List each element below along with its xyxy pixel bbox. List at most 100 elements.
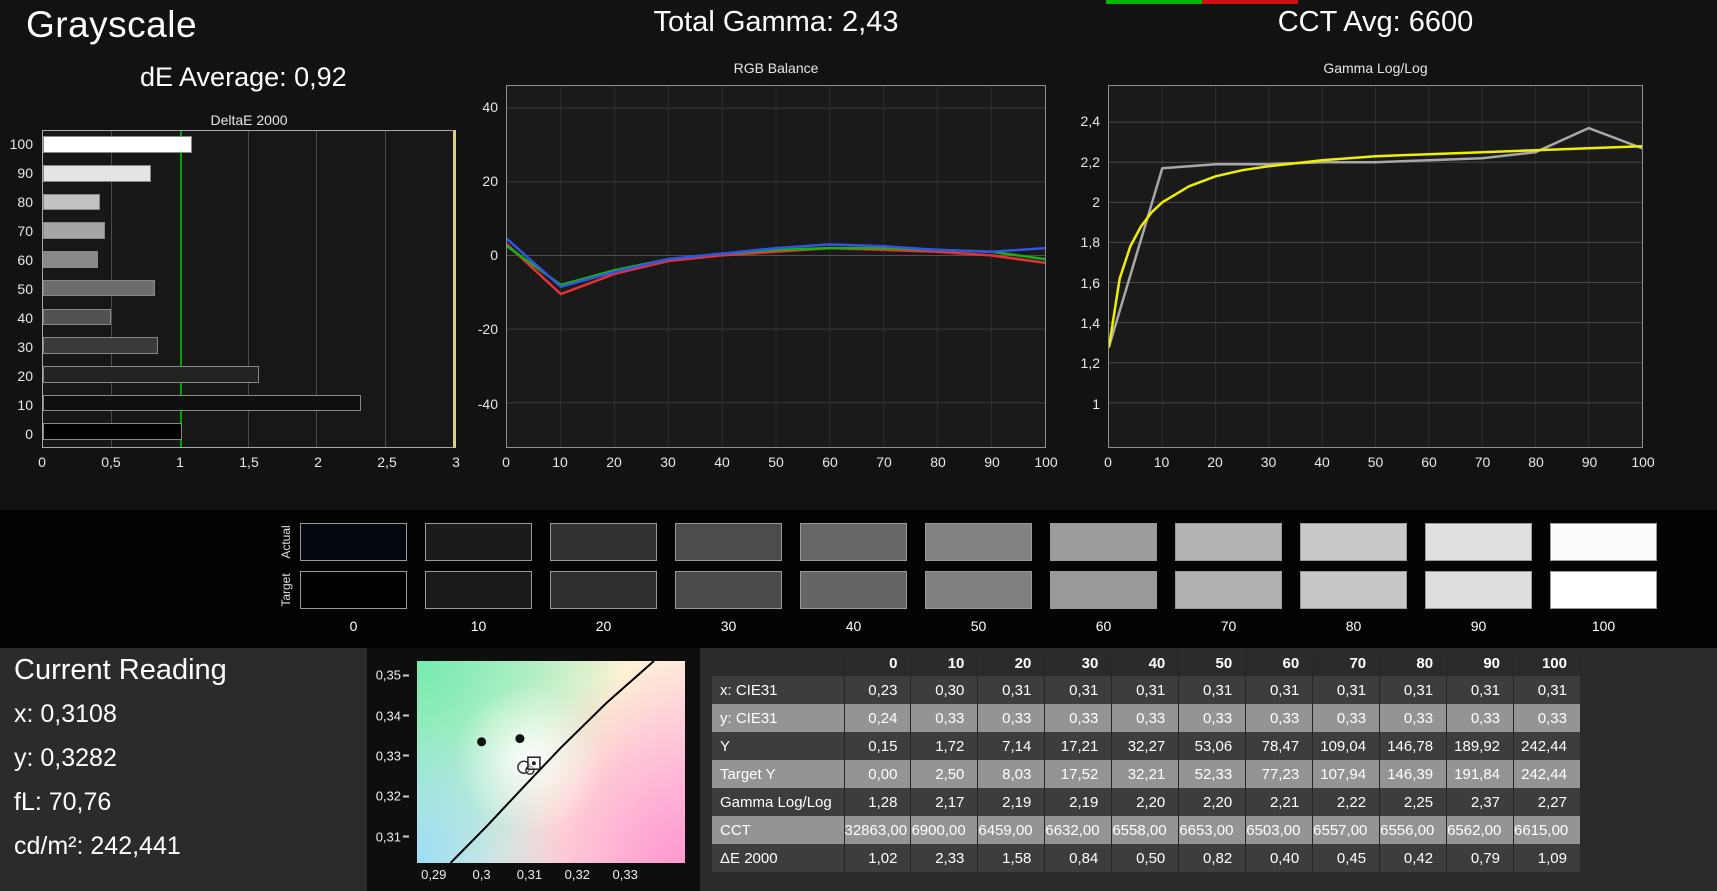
gamma-x-tick-label: 40 [1314,454,1330,470]
table-cell: 0,23 [844,676,912,704]
swatch-level-label: 60 [1095,618,1112,634]
cie-diagram-panel: 0,35 0,34 0,33 0,32 0,31 0,29 0,3 0,31 0,32 0,33 [367,648,700,891]
table-cell: 0,40 [1245,844,1314,872]
table-header-cell: 40 [1111,650,1180,676]
rgb-x-tick-label: 40 [714,454,730,470]
table-cell: 1,28 [844,788,912,816]
gamma-x-axis: 0 10 20 30 40 50 60 70 80 90 100 [1104,452,1655,474]
target-swatch-50 [925,571,1032,609]
table-cell: 1,58 [977,844,1046,872]
table-cell: 0,33 [910,704,979,732]
target-swatch-10 [425,571,532,609]
deltae-bar-100 [43,136,192,153]
table-cell: 0,31 [1245,676,1314,704]
deltae-y-tick-label: 40 [17,309,33,326]
deltae-y-tick-label: 100 [9,136,33,153]
table-row-label: Y [712,732,845,760]
deltae-bar-70 [43,222,105,239]
cie-measurement-dot [477,737,487,747]
deltae-bar-chart [42,130,456,448]
rgb-balance-y-axis: 40 20 0 -20 -40 [458,85,504,448]
table-cell: 146,39 [1379,760,1448,788]
swatch-column-100: 100 [1550,523,1657,634]
swatch-column-20: 20 [550,523,657,634]
swatch-level-label: 100 [1591,618,1616,634]
table-cell: 0,50 [1111,844,1180,872]
deltae-y-tick-label: 70 [17,223,33,240]
table-cell: 6557,00 [1312,816,1381,844]
table-row-label: x: CIE31 [712,676,845,704]
table-header-label [712,650,845,676]
deltae-chart-title: DeltaE 2000 [210,112,288,128]
deltae-gridline [384,131,386,447]
table-cell: 0,33 [1513,704,1581,732]
gamma-x-tick-label: 10 [1153,454,1170,470]
gamma-x-tick-label: 80 [1528,454,1544,470]
table-cell: 52,33 [1178,760,1247,788]
deltae-target-line [179,131,182,447]
reading-x: x: 0,3108 [14,700,117,728]
deltae-bar-90 [43,164,151,182]
table-cell: 242,44 [1513,760,1581,788]
de-average-label: dE Average: 0,92 [140,62,347,92]
table-cell: 6503,00 [1245,816,1314,844]
table-cell: 17,52 [1044,760,1113,788]
cie-locus-curve [449,661,655,863]
table-cell: 6615,00 [1513,816,1581,844]
table-header-cell: 60 [1245,650,1314,676]
table-header-cell: 90 [1446,650,1515,676]
table-cell: 0,42 [1379,844,1448,872]
table-cell: 6459,00 [977,816,1046,844]
table-cell: 2,19 [977,788,1046,816]
deltae-x-tick-label: 3 [452,454,460,470]
swatch-columns: 0 10 20 30 40 50 60 70 80 90 100 [300,523,1657,634]
swatch-column-80: 80 [1300,523,1407,634]
table-cell: 0,30 [910,676,979,704]
table-cell: 0,33 [1379,704,1448,732]
rgb-x-tick-label: 50 [768,454,784,470]
table-cell: 2,33 [910,844,979,872]
actual-swatch-20 [550,523,657,561]
swatch-column-60: 60 [1050,523,1157,634]
table-cell: 6558,00 [1111,816,1180,844]
cie-x-tick-label: 0,32 [564,867,590,882]
swatch-column-90: 90 [1425,523,1532,634]
actual-swatch-30 [675,523,782,561]
table-cell: 0,33 [1178,704,1247,732]
target-swatch-60 [1050,571,1157,609]
cie-x-tick-label: 0,3 [472,867,491,882]
gamma-line-measured [1109,126,1642,348]
table-row-label: Gamma Log/Log [712,788,845,816]
table-cell: 2,37 [1446,788,1515,816]
table-cell: 0,79 [1446,844,1515,872]
gamma-x-tick-label: 60 [1421,454,1437,470]
table-row-label: ΔE 2000 [712,844,845,872]
cie-y-tick-label: 0,33 [375,748,410,764]
swatch-column-30: 30 [675,523,782,634]
table-cell: 7,14 [977,732,1046,760]
gamma-y-axis: 2,4 2,2 2 1,8 1,6 1,4 1,2 1 [1060,85,1106,448]
deltae-y-tick-label: 90 [17,165,33,182]
table-header-cell: 50 [1178,650,1247,676]
gamma-y-tick-label: 1,2 [1080,355,1100,372]
table-cell: 0,00 [844,760,912,788]
gamma-x-tick-label: 70 [1474,454,1491,470]
rgb-line-blue [507,237,1045,289]
table-cell: 6632,00 [1044,816,1113,844]
table-row: CCT 32863,00 6900,00 6459,00 6632,00 6558,00 6… [712,816,1581,844]
table-header-row: 0 10 20 30 40 50 60 70 80 90 100 [712,650,1581,676]
swatch-level-label: 40 [845,618,862,634]
table-cell: 0,31 [1379,676,1448,704]
deltae-bar-40 [43,308,112,326]
table-cell: 107,94 [1312,760,1381,788]
table-cell: 32,21 [1111,760,1180,788]
swatch-level-label: 90 [1470,618,1487,634]
table-cell: 2,50 [910,760,979,788]
top-edge-green-strip [1106,0,1202,4]
deltae-y-tick-label: 0 [25,425,33,442]
deltae-y-tick-label: 10 [17,396,33,413]
table-cell: 8,03 [977,760,1046,788]
target-swatch-100 [1550,571,1657,609]
table-cell: 6900,00 [910,816,979,844]
table-row: ΔE 2000 1,02 2,33 1,58 0,84 0,50 0,82 0,40 0,45 0… [712,844,1581,872]
